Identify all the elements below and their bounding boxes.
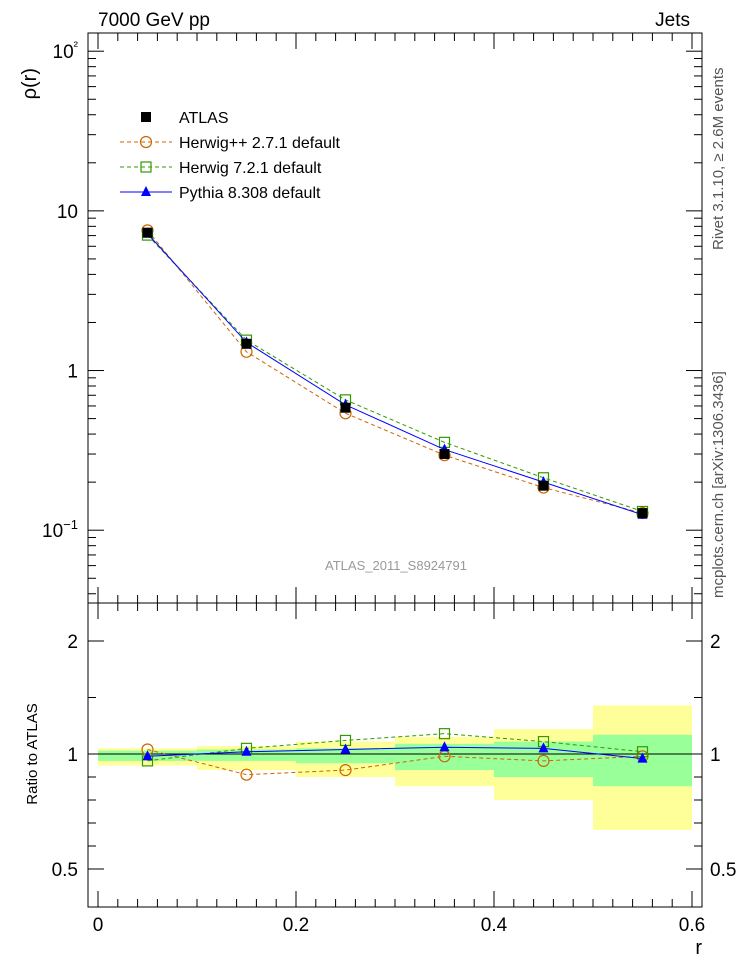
ratio-uncertainty-band-inner — [296, 748, 395, 764]
main-series-line-herwig-2-7-1-default — [147, 230, 643, 514]
ratio-y-tick-label-right: 0.5 — [710, 860, 736, 881]
header-energy-label: 7000 GeV pp — [98, 10, 210, 31]
legend-marker-herwig-7-2-1-default — [140, 161, 152, 173]
ratio-point-pythia-8-308-default — [637, 752, 648, 763]
ratio-y-axis-title: Ratio to ATLAS — [24, 703, 41, 804]
main-y-tick-label: 10 — [57, 202, 78, 223]
legend-label-pythia-8-308-default: Pythia 8.308 default — [179, 185, 321, 202]
ratio-plot-area: 0.5 0.5 1 1 2 2 0 0.2 0.4 0.6 — [52, 603, 736, 936]
ratio-point-pythia-8-308-default — [340, 743, 351, 754]
legend-marker-herwig-2-7-1-default — [139, 135, 153, 149]
ratio-point-herwig-2-7-1-default — [537, 754, 550, 768]
main-point-atlas — [538, 480, 549, 491]
x-tick-label: 0.6 — [679, 915, 705, 936]
ratio-y-tick-label-right: 2 — [710, 632, 721, 653]
ratio-y-tick-label-right: 1 — [710, 745, 721, 766]
ratio-y-tick-label: 1 — [67, 745, 78, 766]
x-tick-label: 0 — [93, 915, 104, 936]
legend-label-herwig-2-7-1-default: Herwig++ 2.7.1 default — [179, 135, 341, 152]
main-y-tick-label: 10² — [53, 38, 79, 63]
main-series-line-pythia-8-308-default — [147, 233, 643, 516]
ratio-point-pythia-8-308-default — [142, 750, 153, 761]
main-y-tick-label: 1 — [67, 362, 78, 383]
main-y-axis-title: ρ(r) — [19, 68, 41, 99]
legend-marker-pythia-8-308-default — [141, 186, 151, 196]
main-point-atlas — [340, 402, 351, 413]
x-tick-label: 0.4 — [481, 915, 508, 936]
header-process-label: Jets — [655, 10, 690, 31]
ratio-series-line-pythia-8-308-default — [147, 746, 643, 760]
x-axis-title: r — [695, 937, 702, 959]
ratio-point-pythia-8-308-default — [439, 741, 450, 752]
ratio-y-tick-label: 2 — [67, 632, 78, 653]
x-tick-label: 0.2 — [283, 915, 309, 936]
rivet-version-label: Rivet 3.1.10, ≥ 2.6M events — [710, 68, 727, 251]
analysis-watermark: ATLAS_2011_S8924791 — [325, 558, 467, 573]
main-point-atlas — [637, 508, 648, 519]
ratio-point-pythia-8-308-default — [241, 745, 252, 756]
ratio-series-line-herwig-7-2-1-default — [147, 733, 643, 762]
legend-marker-atlas — [141, 112, 151, 122]
main-point-atlas — [241, 338, 252, 349]
main-plot-area: 10−1 1 10 10² — [42, 33, 702, 603]
ratio-point-pythia-8-308-default — [538, 742, 549, 753]
ratio-point-herwig-2-7-1-default — [240, 768, 253, 781]
main-point-atlas — [439, 449, 450, 460]
main-y-tick-label: 10−1 — [42, 517, 78, 542]
legend: ATLAS Herwig++ 2.7.1 default Herwig 7.2.1 … — [120, 110, 341, 202]
ratio-series-line-herwig-2-7-1-default — [147, 748, 643, 776]
main-series-line-herwig-7-2-1-default — [147, 234, 643, 512]
legend-label-atlas: ATLAS — [179, 110, 229, 127]
main-point-atlas — [142, 227, 153, 238]
mcplots-reference-label: mcplots.cern.ch [arXiv:1306.3436] — [710, 371, 727, 598]
ratio-point-herwig-2-7-1-default — [339, 763, 352, 777]
legend-label-herwig-7-2-1-default: Herwig 7.2.1 default — [179, 160, 322, 177]
ratio-point-herwig-7-2-1-default — [438, 728, 451, 740]
ratio-y-tick-label: 0.5 — [52, 860, 78, 881]
